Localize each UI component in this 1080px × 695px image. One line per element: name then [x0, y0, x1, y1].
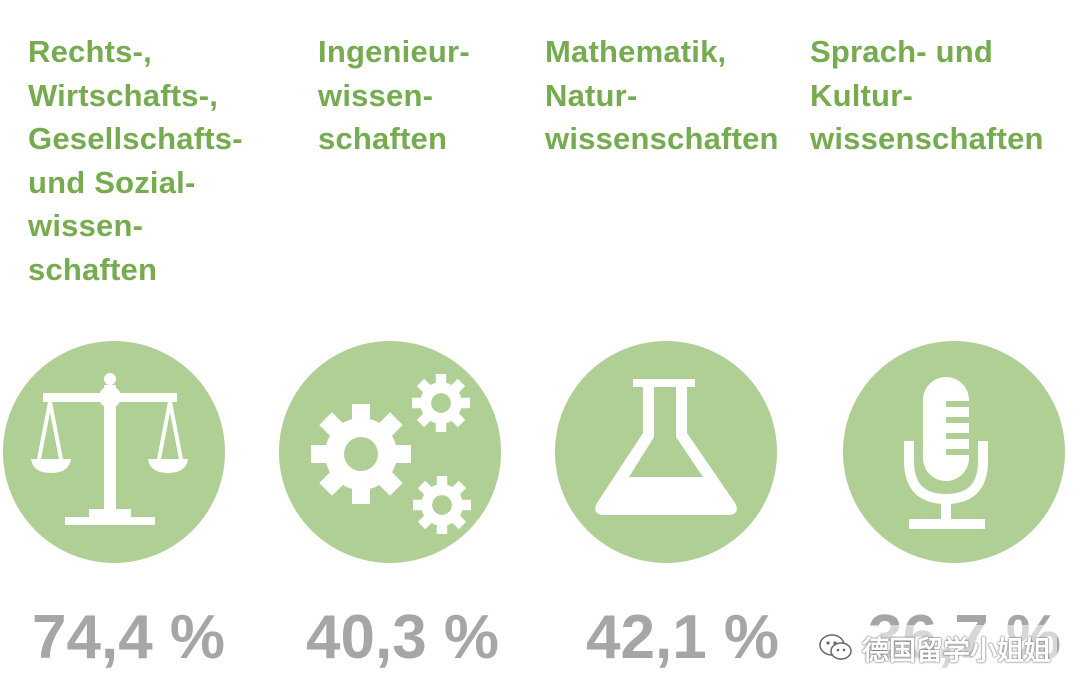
scales-icon	[31, 373, 188, 525]
category-heading: Sprach- und Kultur- wissenschaften	[810, 34, 1044, 156]
category-heading: Rechts-, Wirtschafts-, Gesellschafts- un…	[28, 34, 243, 287]
category-icon-circle	[555, 341, 777, 563]
microphone-icon	[904, 377, 988, 529]
category-percentage: 40,3 %	[306, 603, 500, 672]
category-heading: Mathematik, Natur- wissenschaften	[545, 34, 779, 156]
category-icon-circle	[843, 341, 1065, 563]
category-icon-circle	[3, 341, 225, 563]
flask-icon	[595, 379, 737, 515]
category-language-culture: Sprach- und Kultur- wissenschaften	[810, 0, 1070, 695]
watermark: 德国留学小姐姐	[812, 625, 1057, 671]
watermark-text: 德国留学小姐姐	[862, 635, 1051, 667]
gears-icon	[311, 374, 471, 534]
category-percentage: 42,1 %	[586, 603, 780, 672]
category-percentage: 74,4 %	[32, 603, 226, 672]
category-law-economics-social: Rechts-, Wirtschafts-, Gesellschafts- un…	[28, 0, 288, 695]
wechat-icon	[819, 634, 852, 660]
category-heading: Ingenieur- wissen- schaften	[318, 34, 470, 156]
category-engineering: Ingenieur- wissen- schaften	[318, 0, 538, 695]
category-icon-circle	[279, 341, 501, 563]
category-math-science: Mathematik, Natur- wissenschaften	[545, 0, 805, 695]
